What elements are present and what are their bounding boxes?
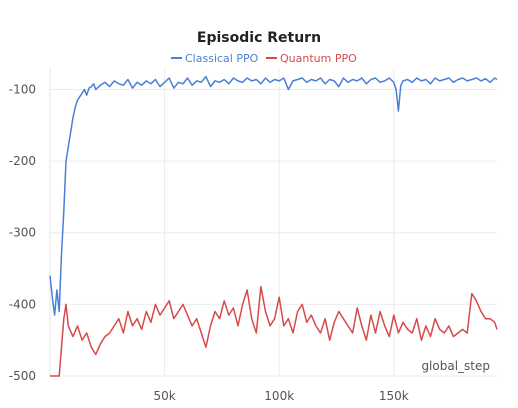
y-axis: -100 -200 -300 -400 -500 (9, 82, 36, 383)
legend-label-classical: Classical PPO (185, 52, 259, 65)
x-tick-label: 150k (379, 389, 409, 403)
x-tick-label: 100k (264, 389, 294, 403)
y-tick-label: -500 (9, 369, 36, 383)
x-tick-label: 50k (154, 389, 176, 403)
y-tick-label: -200 (9, 154, 36, 168)
grid (49, 68, 497, 377)
x-axis-label: global_step (421, 359, 490, 373)
series-line-quantum-ppo[interactable] (50, 285, 498, 377)
series-line-classical-ppo[interactable] (49, 75, 498, 316)
y-tick-label: -100 (9, 82, 36, 96)
legend-label-quantum: Quantum PPO (280, 52, 357, 65)
y-tick-label: -300 (9, 226, 36, 240)
series-layer (49, 75, 498, 377)
y-tick-label: -400 (9, 297, 36, 311)
x-axis: 50k 100k 150k (154, 389, 409, 403)
legend[interactable]: Classical PPO Quantum PPO (171, 52, 357, 65)
chart-title: Episodic Return (197, 30, 321, 46)
